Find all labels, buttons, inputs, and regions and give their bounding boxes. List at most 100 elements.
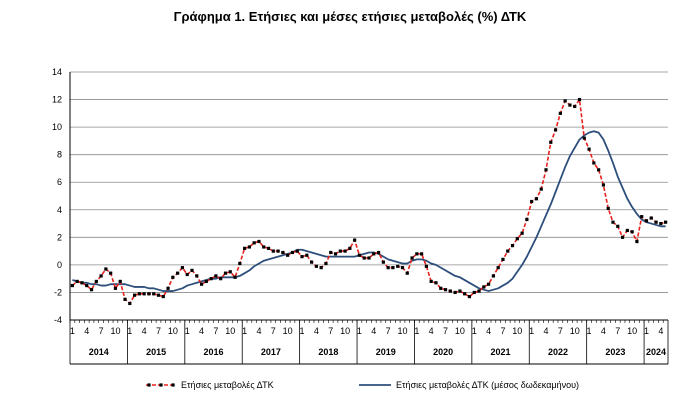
series-annual-point — [324, 261, 328, 266]
x-year-label: 2019 — [376, 347, 396, 357]
series-annual-point — [147, 292, 151, 296]
grid-lines — [70, 71, 668, 321]
series-annual-point — [257, 239, 261, 244]
series-annual-point — [372, 252, 376, 256]
x-year-label: 2018 — [318, 347, 338, 357]
series-annual-point — [568, 103, 572, 107]
x-month-label: 7 — [615, 326, 620, 336]
series-annual-point — [640, 215, 644, 219]
y-tick-label: 6 — [57, 177, 62, 187]
x-month-label: 10 — [455, 326, 465, 336]
x-month-label: 7 — [500, 326, 505, 336]
series-annual-point — [362, 256, 366, 260]
series-annual-point — [630, 230, 634, 234]
series-annual-point — [70, 283, 74, 288]
series-annual-point — [123, 297, 127, 301]
x-month-label: 1 — [357, 326, 362, 336]
series-annual-point — [199, 282, 204, 286]
x-month-label: 4 — [601, 326, 606, 336]
x-month-label: 4 — [429, 326, 434, 336]
x-year-label: 2016 — [204, 347, 224, 357]
series-annual-point — [400, 266, 405, 270]
series-annual-point — [376, 250, 381, 255]
series-annual-point — [233, 275, 237, 279]
series-annual-point — [204, 279, 208, 284]
x-month-label: 1 — [242, 326, 247, 336]
series-annual-point — [176, 271, 180, 275]
x-month-label: 7 — [558, 326, 563, 336]
x-month-label: 1 — [185, 326, 190, 336]
x-month-label: 1 — [300, 326, 305, 336]
series-annual-point — [343, 249, 347, 253]
x-month-label: 10 — [283, 326, 293, 336]
series-annual-point — [314, 264, 318, 268]
x-month-label: 1 — [127, 326, 132, 336]
x-year-label: 2015 — [146, 347, 166, 357]
series-annual-point — [338, 249, 342, 253]
series-annual-point — [534, 197, 539, 201]
y-tick-label: -4 — [54, 315, 62, 325]
series-annual-point — [443, 288, 448, 292]
x-year-label: 2020 — [433, 347, 453, 357]
series-annual-point — [606, 206, 610, 210]
series-annual-point — [305, 253, 309, 257]
series-annual-point — [243, 246, 247, 250]
series-annual-point — [616, 224, 620, 228]
x-year-label: 2014 — [89, 347, 109, 357]
series-annual-point — [195, 274, 199, 278]
series-annual-point — [424, 264, 429, 268]
series-annual-point — [549, 140, 553, 144]
series-annual-point — [659, 221, 663, 226]
series-annual-point — [587, 147, 591, 151]
series-annual-point — [209, 277, 213, 281]
series-annual-point — [223, 271, 228, 275]
series-annual-point — [99, 274, 103, 278]
x-month-label: 7 — [271, 326, 276, 336]
x-month-label: 7 — [99, 326, 104, 336]
series-annual-point — [396, 264, 400, 268]
series-annual-point — [190, 268, 194, 272]
y-tick-label: 10 — [52, 122, 62, 132]
series-annual-point — [635, 239, 639, 244]
x-month-label: 10 — [110, 326, 120, 336]
series-annual-point — [654, 220, 658, 224]
series-annual-point — [582, 136, 586, 140]
series-annual-point — [214, 274, 218, 278]
series-annual-point — [530, 199, 534, 204]
x-month-label: 10 — [627, 326, 637, 336]
x-month-label: 1 — [644, 326, 649, 336]
x-month-label: 1 — [472, 326, 477, 336]
series-annual-point — [601, 183, 606, 187]
series-annual-point — [295, 249, 299, 253]
series-annual-point — [262, 245, 266, 249]
series-annual-point — [415, 252, 419, 256]
series-annual-point — [496, 266, 500, 270]
x-month-label: 10 — [225, 326, 235, 336]
series-annual-point — [467, 294, 472, 299]
series-annual-point — [515, 237, 519, 241]
series-annual-point — [286, 253, 290, 257]
series-annual-point — [620, 235, 625, 239]
series-annual-point — [453, 290, 457, 295]
x-month-label: 4 — [371, 326, 376, 336]
series-annual-layer — [70, 97, 668, 306]
x-month-label: 7 — [443, 326, 448, 336]
series-annual-point — [266, 246, 271, 250]
series-annual-point — [94, 279, 98, 284]
series-annual-point — [156, 293, 161, 297]
x-month-label: 4 — [658, 326, 663, 336]
series-annual-point — [391, 266, 395, 270]
series-annual-point — [563, 99, 567, 103]
series-annual-point — [592, 161, 596, 165]
y-tick-label: 14 — [52, 67, 62, 77]
series-annual-point — [104, 267, 108, 271]
series-annual-point — [185, 272, 189, 277]
series-annual-point — [171, 275, 175, 279]
series-annual-point — [381, 260, 385, 264]
series-annual-point — [597, 168, 601, 172]
series-annual-point — [520, 231, 524, 235]
series-annual-point — [142, 292, 146, 296]
x-month-label: 4 — [84, 326, 89, 336]
series-annual-point — [132, 293, 137, 297]
